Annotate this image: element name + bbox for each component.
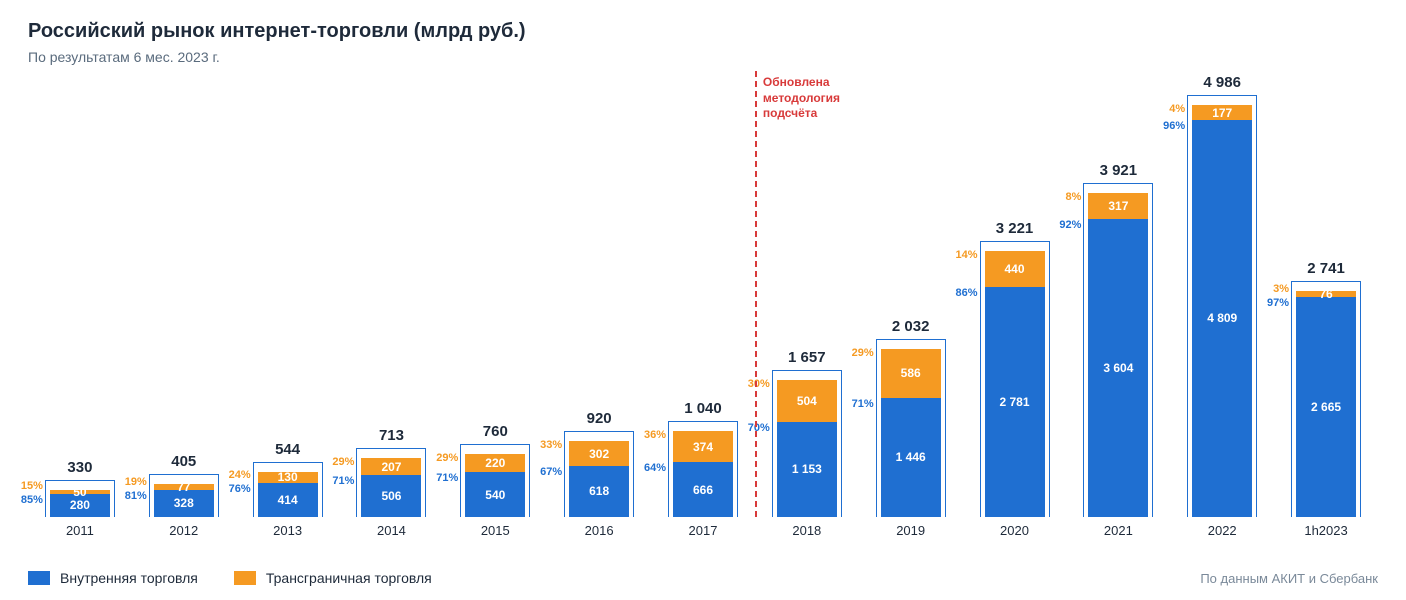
- bar-pct-crossborder: 3%: [1249, 283, 1289, 295]
- bar-group: 61830292067%33%: [547, 71, 651, 517]
- bar-segment-domestic: 1 153: [777, 422, 837, 517]
- x-axis-label: 2014: [340, 517, 444, 541]
- legend-label-domestic: Внутренняя торговля: [60, 570, 198, 586]
- bar-segment-crossborder: 207: [361, 458, 421, 475]
- bar-total-label: 3 921: [1068, 162, 1168, 179]
- bar-segment-crossborder: 374: [673, 431, 733, 462]
- bar-pct-domestic: 71%: [834, 398, 874, 410]
- bar-group: 6663741 04064%36%: [651, 71, 755, 517]
- bar-pct-domestic: 85%: [3, 494, 43, 506]
- legend-swatch-domestic: [28, 571, 50, 585]
- bar-group: 2 7814403 22186%14%: [963, 71, 1067, 517]
- bar-pct-crossborder: 36%: [626, 429, 666, 441]
- bar-total-label: 760: [445, 423, 545, 440]
- bar-pct-crossborder: 4%: [1145, 103, 1185, 115]
- bar-segment-crossborder: 130: [258, 472, 318, 483]
- x-axis-label: 2022: [1170, 517, 1274, 541]
- bar-segment-crossborder: 77: [154, 484, 214, 490]
- bar-group: 50620771371%29%: [340, 71, 444, 517]
- bar-group: 2805033085%15%: [28, 71, 132, 517]
- bar-pct-crossborder: 30%: [730, 378, 770, 390]
- annotation-text: Обновленаметодологияподсчёта: [763, 75, 840, 122]
- bar-segment-crossborder: 302: [569, 441, 629, 466]
- x-axis-label: 2021: [1066, 517, 1170, 541]
- bar-segment-domestic: 2 781: [985, 287, 1045, 517]
- bar-pct-domestic: 92%: [1041, 219, 1081, 231]
- bar-pct-crossborder: 29%: [314, 456, 354, 468]
- bar-segment-domestic: 4 809: [1192, 120, 1252, 517]
- x-axis-label: 2012: [132, 517, 236, 541]
- x-axis-label: 2013: [236, 517, 340, 541]
- bar-segment-crossborder: 177: [1192, 105, 1252, 120]
- bar-segment-domestic: 3 604: [1088, 219, 1148, 517]
- bar-pct-crossborder: 15%: [3, 480, 43, 492]
- chart-subtitle: По результатам 6 мес. 2023 г.: [28, 49, 1378, 65]
- bar-pct-crossborder: 19%: [107, 476, 147, 488]
- x-axis-label: 2017: [651, 517, 755, 541]
- bar-total-label: 2 032: [861, 318, 961, 335]
- bar-group: 3 6043173 92192%8%: [1066, 71, 1170, 517]
- bar-total-label: 713: [341, 427, 441, 444]
- chart-plot-area: 2805033085%15%3287740581%19%41413054476%…: [28, 71, 1378, 541]
- bar-pct-domestic: 96%: [1145, 120, 1185, 132]
- source-attribution: По данным АКИТ и Сбербанк: [1200, 571, 1378, 586]
- bar-total-label: 330: [30, 459, 130, 476]
- bar-pct-crossborder: 24%: [211, 469, 251, 481]
- bar-pct-domestic: 71%: [314, 475, 354, 487]
- bar-group: 41413054476%24%: [236, 71, 340, 517]
- bar-pct-domestic: 67%: [522, 466, 562, 478]
- x-axis-label: 2018: [755, 517, 859, 541]
- bar-segment-crossborder: 76: [1296, 291, 1356, 297]
- bar-pct-crossborder: 29%: [834, 347, 874, 359]
- bar-group: 1 1535041 65770%30%: [755, 71, 859, 517]
- bar-segment-crossborder: 440: [985, 251, 1045, 287]
- bar-pct-crossborder: 8%: [1041, 191, 1081, 203]
- bar-pct-domestic: 71%: [418, 472, 458, 484]
- chart-title: Российский рынок интернет-торговли (млрд…: [28, 20, 1378, 43]
- bar-pct-domestic: 97%: [1249, 297, 1289, 309]
- bar-segment-crossborder: 586: [881, 349, 941, 397]
- bar-total-label: 2 741: [1276, 260, 1376, 277]
- bar-pct-domestic: 64%: [626, 462, 666, 474]
- bar-total-label: 405: [134, 453, 234, 470]
- x-axis-label: 2016: [547, 517, 651, 541]
- bar-segment-crossborder: 317: [1088, 193, 1148, 219]
- bar-segment-domestic: 506: [361, 475, 421, 517]
- x-axis-label: 2019: [859, 517, 963, 541]
- legend-item-domestic: Внутренняя торговля: [28, 570, 198, 586]
- legend-label-crossborder: Трансграничная торговля: [266, 570, 432, 586]
- bar-total-label: 4 986: [1172, 74, 1272, 91]
- annotation-line: [755, 71, 757, 517]
- bar-segment-domestic: 414: [258, 483, 318, 517]
- x-axis-label: 1h2023: [1274, 517, 1378, 541]
- legend-item-crossborder: Трансграничная торговля: [234, 570, 432, 586]
- legend-swatch-crossborder: [234, 571, 256, 585]
- bar-segment-crossborder: 220: [465, 454, 525, 472]
- x-axis-label: 2011: [28, 517, 132, 541]
- bar-segment-domestic: 540: [465, 472, 525, 517]
- bar-segment-crossborder: 504: [777, 380, 837, 422]
- bar-pct-domestic: 86%: [938, 287, 978, 299]
- bar-pct-crossborder: 33%: [522, 439, 562, 451]
- bar-segment-crossborder: 50: [50, 490, 110, 494]
- bar-group: 2 665762 74197%3%: [1274, 71, 1378, 517]
- bar-total-label: 1 040: [653, 400, 753, 417]
- bar-pct-crossborder: 14%: [938, 249, 978, 261]
- bar-pct-domestic: 76%: [211, 483, 251, 495]
- chart-footer: Внутренняя торговля Трансграничная торго…: [28, 570, 1378, 586]
- bar-segment-domestic: 1 446: [881, 398, 941, 517]
- bar-pct-domestic: 70%: [730, 422, 770, 434]
- bar-total-label: 920: [549, 410, 649, 427]
- bar-segment-domestic: 328: [154, 490, 214, 517]
- bar-pct-crossborder: 29%: [418, 452, 458, 464]
- bar-segment-domestic: 618: [569, 466, 629, 517]
- bar-segment-domestic: 666: [673, 462, 733, 517]
- bar-pct-domestic: 81%: [107, 490, 147, 502]
- bar-group: 3287740581%19%: [132, 71, 236, 517]
- x-axis-label: 2020: [963, 517, 1067, 541]
- bar-segment-domestic: 2 665: [1296, 297, 1356, 517]
- x-axis-label: 2015: [443, 517, 547, 541]
